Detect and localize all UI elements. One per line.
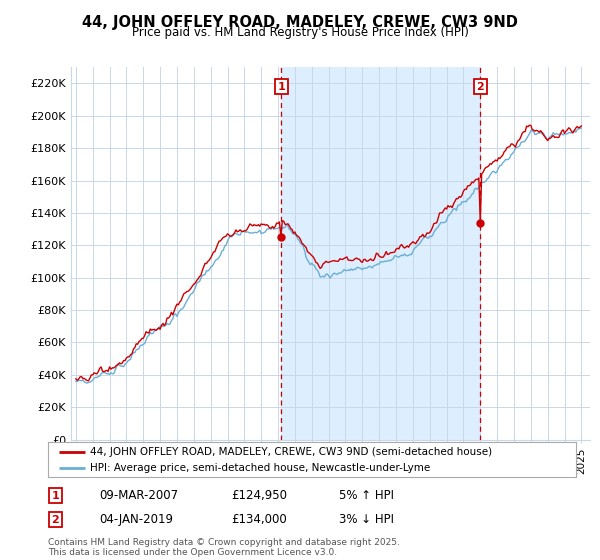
Text: 2: 2 xyxy=(476,82,484,92)
Text: Contains HM Land Registry data © Crown copyright and database right 2025.
This d: Contains HM Land Registry data © Crown c… xyxy=(48,538,400,557)
Text: 5% ↑ HPI: 5% ↑ HPI xyxy=(339,489,394,502)
Text: £124,950: £124,950 xyxy=(231,489,287,502)
Text: 09-MAR-2007: 09-MAR-2007 xyxy=(99,489,178,502)
Text: 1: 1 xyxy=(52,491,59,501)
Text: 3% ↓ HPI: 3% ↓ HPI xyxy=(339,513,394,526)
Bar xyxy=(281,67,481,440)
Text: 1: 1 xyxy=(277,82,285,92)
Text: 2: 2 xyxy=(52,515,59,525)
Text: Price paid vs. HM Land Registry's House Price Index (HPI): Price paid vs. HM Land Registry's House … xyxy=(131,26,469,39)
Text: 04-JAN-2019: 04-JAN-2019 xyxy=(99,513,173,526)
Text: £134,000: £134,000 xyxy=(231,513,287,526)
Text: 44, JOHN OFFLEY ROAD, MADELEY, CREWE, CW3 9ND: 44, JOHN OFFLEY ROAD, MADELEY, CREWE, CW… xyxy=(82,15,518,30)
Text: HPI: Average price, semi-detached house, Newcastle-under-Lyme: HPI: Average price, semi-detached house,… xyxy=(90,464,430,473)
Text: 44, JOHN OFFLEY ROAD, MADELEY, CREWE, CW3 9ND (semi-detached house): 44, JOHN OFFLEY ROAD, MADELEY, CREWE, CW… xyxy=(90,447,493,457)
